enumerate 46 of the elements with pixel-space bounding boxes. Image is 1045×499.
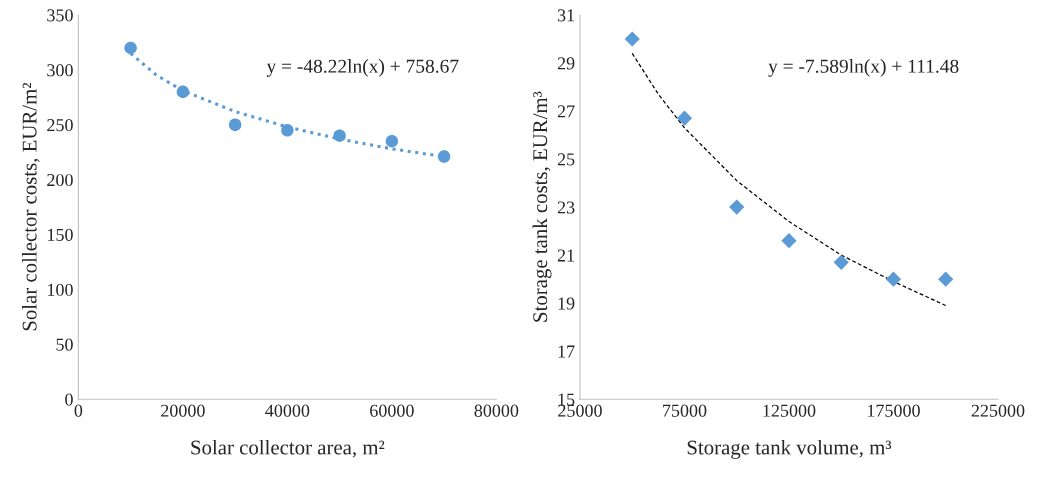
point bbox=[781, 233, 797, 249]
point bbox=[676, 110, 693, 126]
x-tick-label: 175000 bbox=[867, 404, 920, 417]
point bbox=[833, 254, 849, 270]
x-tick-label: 225000 bbox=[971, 404, 1025, 417]
x-tick-label: 40000 bbox=[265, 404, 310, 417]
y-tick-label: 150 bbox=[48, 228, 73, 241]
point bbox=[385, 135, 399, 148]
x-tick-label: 20000 bbox=[161, 404, 205, 417]
y-tick-label: 29 bbox=[557, 57, 575, 70]
y-tick-label: 250 bbox=[47, 119, 73, 132]
annotation: y = -7.589ln(x) + 111.48 bbox=[768, 59, 959, 77]
point bbox=[885, 271, 902, 287]
point bbox=[333, 129, 346, 142]
y-tick-label: 200 bbox=[47, 173, 73, 187]
x-axis-title: Solar collector area, m² bbox=[191, 439, 385, 458]
point bbox=[124, 41, 137, 55]
x-tick-label: 75000 bbox=[663, 404, 707, 417]
point bbox=[729, 199, 745, 215]
x-tick-label: 80000 bbox=[474, 404, 519, 417]
y-tick-label: 100 bbox=[48, 283, 73, 296]
y-tick-label: 21 bbox=[557, 249, 575, 262]
y-tick-label: 27 bbox=[557, 105, 575, 118]
point bbox=[228, 118, 242, 131]
point bbox=[938, 271, 954, 287]
y-tick-label: 23 bbox=[557, 201, 575, 214]
x-tick-label: 25000 bbox=[558, 404, 602, 417]
y-axis-title: Storage tank costs, EUR/m³ bbox=[532, 91, 552, 322]
y-tick-label: 17 bbox=[558, 345, 575, 358]
point bbox=[281, 124, 294, 137]
annotation: y = -48.22ln(x) + 758.67 bbox=[266, 59, 459, 77]
x-tick-label: 60000 bbox=[370, 404, 414, 417]
point bbox=[624, 31, 640, 47]
x-axis-title: Storage tank volume, m³ bbox=[687, 439, 892, 459]
point bbox=[176, 85, 190, 99]
point bbox=[437, 150, 451, 163]
y-tick-label: 350 bbox=[47, 9, 73, 22]
y-axis-title: Solar collector costs, EUR/m² bbox=[21, 82, 40, 331]
y-tick-label: 300 bbox=[47, 64, 73, 77]
y-tick-label: 50 bbox=[56, 338, 73, 351]
y-tick-label: 19 bbox=[558, 297, 575, 310]
x-tick-label: 0 bbox=[74, 404, 83, 417]
y-tick-label: 31 bbox=[557, 9, 575, 22]
x-tick-label: 125000 bbox=[763, 404, 816, 417]
y-tick-label: 0 bbox=[65, 393, 73, 406]
y-tick-label: 25 bbox=[557, 153, 575, 166]
